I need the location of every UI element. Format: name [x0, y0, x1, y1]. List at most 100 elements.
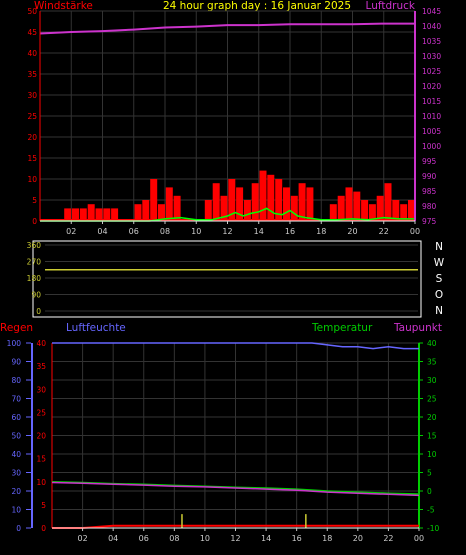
direction-y-tick-label: 0	[36, 307, 41, 316]
temp-y-tick-label: 0	[427, 487, 432, 496]
direction-frame	[32, 240, 422, 318]
rain-y-tick-label: 20	[36, 432, 46, 441]
temp-x-tick-label: 02	[77, 534, 87, 543]
temp-x-tick-label: 00	[414, 534, 424, 543]
wind-y-tick-label: 20	[27, 133, 37, 142]
wind-average-line	[40, 207, 415, 222]
wind-x-tick-label: 04	[97, 227, 107, 236]
compass-label: W	[434, 257, 445, 269]
pressure-y-tick-label: 1010	[422, 112, 441, 121]
wind-bar	[243, 200, 251, 221]
temp-x-tick-label: 22	[383, 534, 393, 543]
pressure-y-tick-label: 990	[422, 172, 437, 181]
wind-bar	[384, 183, 392, 221]
temp-y-tick-label: -5	[427, 506, 435, 515]
humidity-y-tick-label: 60	[11, 413, 21, 422]
rain-y-tick-label: 0	[41, 524, 46, 533]
pressure-y-tick-label: 995	[422, 157, 437, 166]
pressure-y-tick-label: 1030	[422, 52, 441, 61]
wind-y-tick-label: 15	[27, 154, 37, 163]
temp-y-tick-label: 20	[427, 413, 437, 422]
wind-bar	[251, 183, 259, 221]
temp-x-tick-label: 20	[353, 534, 363, 543]
temperature-label: Temperatur	[311, 322, 373, 334]
wind-bar	[79, 208, 87, 221]
wind-y-tick-label: 45	[27, 28, 37, 37]
wind-bar	[408, 200, 415, 221]
wind-y-tick-label: 0	[32, 217, 37, 226]
wind-bar	[212, 183, 220, 221]
wind-y-tick-label: 35	[27, 70, 37, 79]
direction-y-tick-label: 180	[27, 274, 42, 283]
wind-bar	[204, 200, 212, 221]
graph-title: 24 hour graph day : 16 Januar 2025	[163, 0, 351, 12]
wind-bar	[150, 179, 158, 221]
wind-bar	[220, 195, 228, 221]
wind-bar	[361, 200, 369, 221]
wind-y-tick-label: 30	[27, 91, 37, 100]
wind-x-tick-label: 08	[160, 227, 170, 236]
wind-x-tick-label: 12	[222, 227, 232, 236]
wind-bar	[165, 187, 173, 221]
temp-y-tick-label: 5	[427, 469, 432, 478]
wind-bar	[259, 170, 267, 221]
wind-bar	[142, 200, 150, 221]
wind-y-tick-label: 25	[27, 112, 37, 121]
wind-bar	[306, 187, 314, 221]
humidity-y-tick-label: 80	[11, 376, 21, 385]
compass-label: S	[436, 273, 443, 285]
wind-bar	[345, 187, 353, 221]
compass-label: N	[435, 305, 443, 317]
rain-y-tick-label: 5	[41, 501, 46, 510]
wind-bar	[72, 208, 79, 221]
dewpoint-label: Taupunkt	[393, 322, 442, 334]
temp-x-tick-label: 12	[230, 534, 240, 543]
pressure-y-tick-label: 1035	[422, 37, 441, 46]
wind-bar	[368, 204, 376, 221]
pressure-y-tick-label: 1020	[422, 82, 441, 91]
pressure-line	[39, 22, 415, 35]
wind-bar	[64, 208, 72, 221]
wind-x-tick-label: 22	[379, 227, 389, 236]
temp-y-tick-label: 40	[427, 339, 437, 348]
wind-bar	[298, 183, 306, 221]
humidity-y-tick-label: 20	[11, 487, 21, 496]
pressure-y-tick-label: 980	[422, 202, 437, 211]
pressure-y-tick-label: 1005	[422, 127, 441, 136]
rain-y-tick-label: 35	[36, 362, 46, 371]
direction-y-tick-label: 270	[27, 258, 42, 267]
wind-x-tick-label: 02	[66, 227, 76, 236]
rain-y-tick-label: 25	[36, 408, 46, 417]
temperature-humidity-chart: 01020304050607080901000510152025303540-1…	[7, 339, 440, 543]
humidity-y-tick-label: 100	[7, 339, 22, 348]
humidity-y-tick-label: 0	[16, 524, 21, 533]
temp-x-tick-label: 14	[261, 534, 271, 543]
direction-y-tick-label: 90	[31, 291, 41, 300]
temp-x-tick-label: 10	[200, 534, 210, 543]
wind-bar	[173, 195, 181, 221]
direction-y-tick-label: 360	[27, 241, 42, 250]
pressure-y-tick-label: 1000	[422, 142, 441, 151]
wind-x-tick-label: 20	[347, 227, 357, 236]
wind-bar	[329, 204, 337, 221]
wind-bar	[158, 204, 165, 221]
wind-label: Windstärke	[34, 0, 93, 12]
rain-y-tick-label: 40	[36, 339, 46, 348]
wind-bar	[103, 208, 111, 221]
wind-bar	[400, 204, 408, 221]
wind-x-tick-label: 16	[285, 227, 295, 236]
wind-bar	[228, 179, 236, 221]
wind-x-tick-label: 00	[410, 227, 420, 236]
humidity-y-tick-label: 40	[11, 450, 21, 459]
temp-y-tick-label: 15	[427, 432, 437, 441]
rain-y-tick-label: 15	[36, 455, 46, 464]
temp-y-tick-label: 30	[427, 376, 437, 385]
rain-line	[52, 524, 419, 529]
pressure-y-tick-label: 975	[422, 217, 437, 226]
wind-bar	[95, 208, 103, 221]
wind-bar	[275, 179, 283, 221]
humidity-line	[52, 342, 419, 350]
pressure-y-tick-label: 1045	[422, 7, 441, 16]
